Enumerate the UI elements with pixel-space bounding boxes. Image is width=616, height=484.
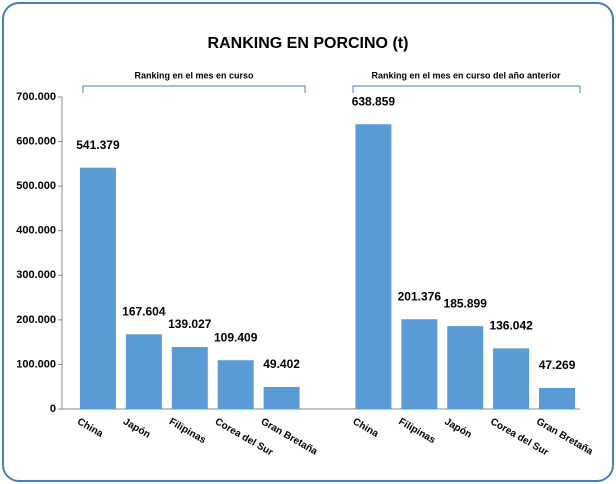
data-label: 136.042 [489,319,533,333]
data-label: 139.027 [168,317,212,331]
bar [447,326,484,409]
group-label: Ranking en el mes en curso [134,70,254,80]
group-bracket [352,85,581,93]
bar [263,386,300,409]
y-tick-label: 300.000 [16,269,56,281]
y-tick-label: 500.000 [16,180,56,192]
bar [493,348,530,409]
data-label: 49.402 [263,357,300,371]
y-tick-label: 600.000 [16,135,56,147]
group-label: Ranking en el mes en curso del año anter… [371,70,561,80]
y-tick-label: 200.000 [16,314,56,326]
y-tick-label: 100.000 [16,358,56,370]
chart-title: RANKING EN PORCINO (t) [208,35,409,52]
bar [171,347,208,409]
data-label: 541.379 [76,138,120,152]
data-label: 201.376 [398,289,442,303]
data-label: 109.409 [214,330,258,344]
y-tick-label: 400.000 [16,225,56,237]
data-label: 167.604 [122,304,166,318]
bar [125,334,162,409]
data-label: 638.859 [352,94,396,108]
bar [401,319,438,409]
data-label: 185.899 [444,296,488,310]
bar [355,124,392,410]
data-label: 47.269 [539,358,576,372]
bar [217,360,254,409]
y-tick-label: 700.000 [16,91,56,103]
y-tick-label: 0 [50,403,56,415]
bar [79,167,116,409]
group-bracket [82,85,306,93]
bar [539,387,576,409]
